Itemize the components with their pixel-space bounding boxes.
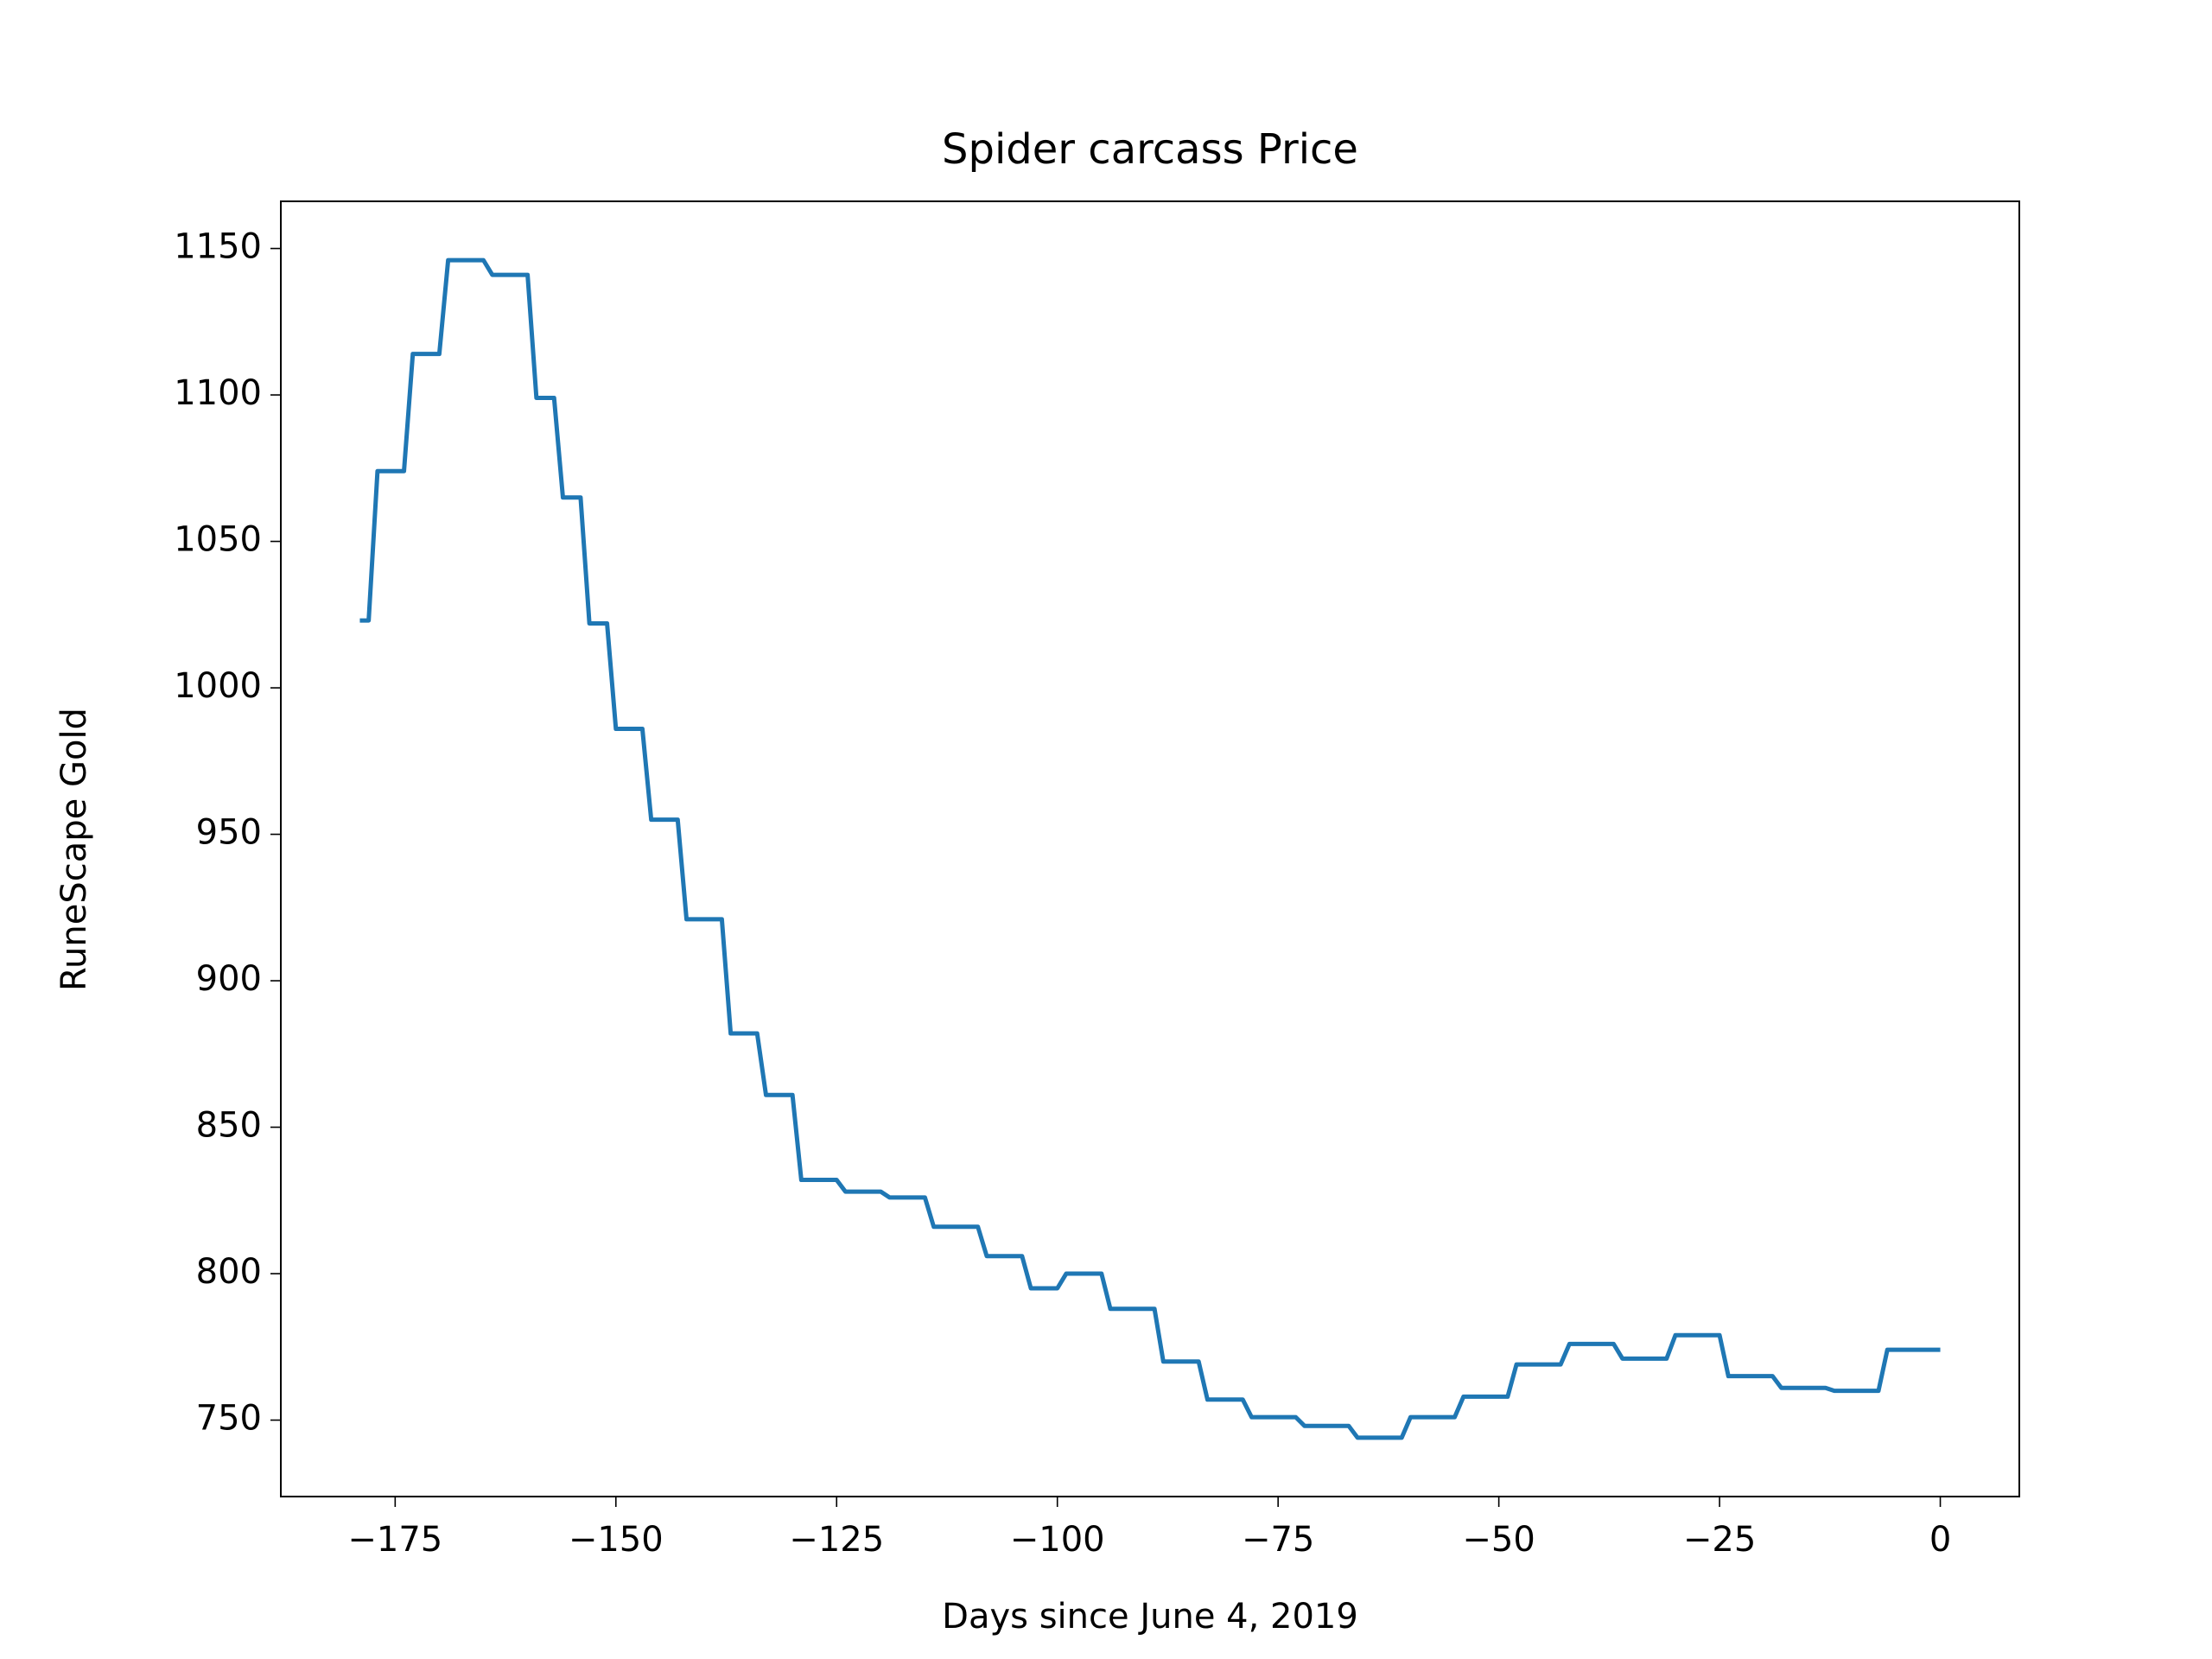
x-tick-label: −25 [1683,1520,1756,1560]
x-tick-label: 0 [1929,1520,1951,1560]
plot-frame [280,200,2020,1497]
y-tick-label: 1100 [174,373,262,413]
price-line [359,257,1941,1440]
y-tick-label: 950 [196,813,262,853]
x-axis-label: Days since June 4, 2019 [942,1597,1358,1637]
y-tick-label: 1050 [174,520,262,560]
chart-title: Spider carcass Price [942,125,1358,174]
x-tick-label: −100 [1010,1520,1105,1560]
x-tick-label: −175 [347,1520,442,1560]
x-tick-label: −50 [1462,1520,1535,1560]
x-tick-label: −125 [789,1520,884,1560]
y-tick-label: 1000 [174,666,262,706]
x-tick-label: −75 [1242,1520,1314,1560]
x-tick-label: −150 [569,1520,664,1560]
y-tick-label: 900 [196,959,262,999]
y-tick-label: 850 [196,1106,262,1146]
y-axis-label: RuneScape Gold [54,708,94,991]
y-tick-label: 800 [196,1252,262,1292]
y-tick-label: 1150 [174,227,262,267]
y-tick-label: 750 [196,1399,262,1439]
